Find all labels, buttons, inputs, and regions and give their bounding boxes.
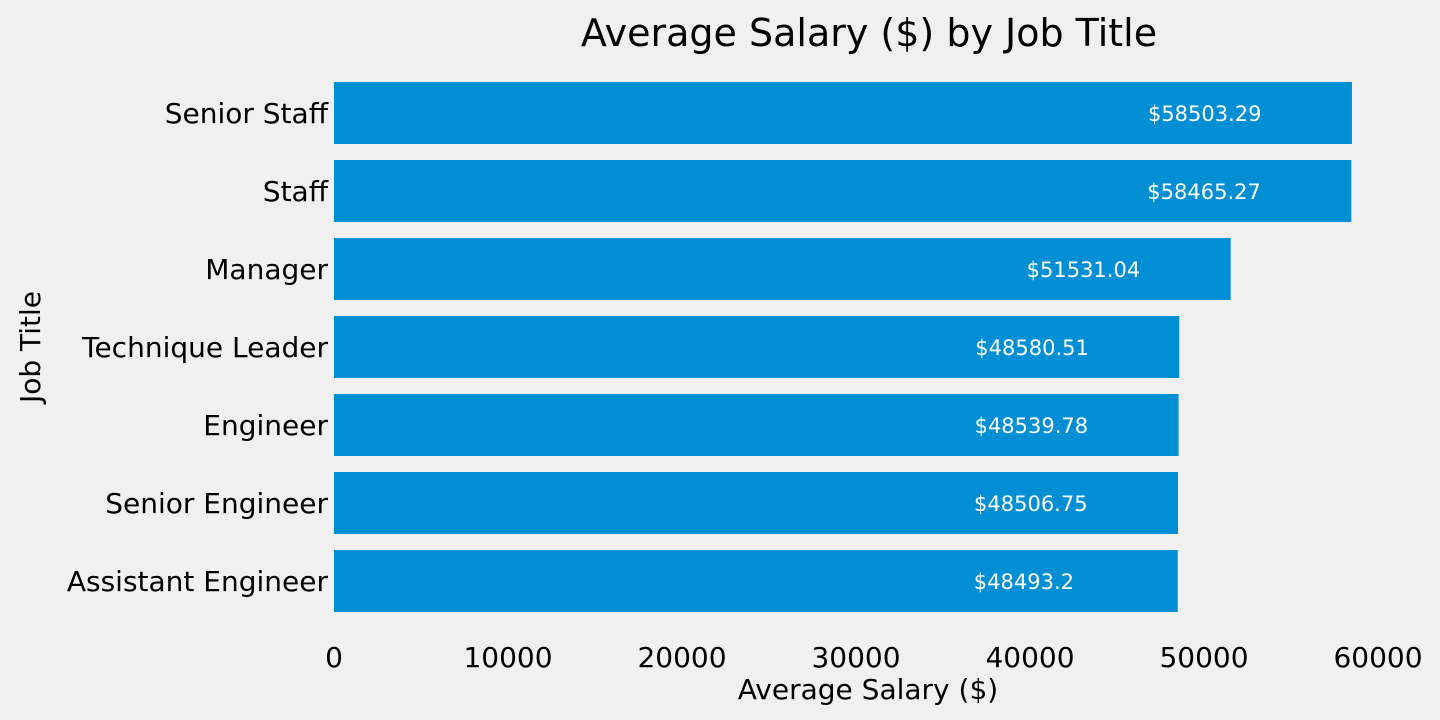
- bar-value-label: $48493.2: [974, 570, 1074, 594]
- bar: [334, 238, 1231, 300]
- y-tick-label: Staff: [263, 175, 329, 208]
- x-tick-label: 0: [325, 641, 343, 674]
- x-tick-label: 10000: [463, 641, 552, 674]
- bar-value-label: $48506.75: [974, 492, 1088, 516]
- bars-group: $58503.29 $58465.27 $51531.04 $48580.51 $485…: [334, 82, 1352, 612]
- x-axis-title: Average Salary ($): [738, 673, 998, 706]
- x-tick-label: 30000: [811, 641, 900, 674]
- y-tick-label: Manager: [205, 253, 328, 286]
- bar: [334, 160, 1352, 222]
- y-tick-label: Senior Engineer: [105, 487, 328, 520]
- bar: [334, 316, 1180, 378]
- bar: [334, 394, 1179, 456]
- y-tick-labels: Senior Staff Staff Manager Technique Leader…: [67, 97, 329, 598]
- x-tick-label: 20000: [637, 641, 726, 674]
- bar: [334, 82, 1352, 144]
- bar: [334, 550, 1178, 612]
- y-axis-title: Job Title: [14, 291, 47, 405]
- y-tick-label: Engineer: [203, 409, 328, 442]
- bar: [334, 472, 1179, 534]
- x-tick-label: 60000: [1333, 641, 1422, 674]
- y-tick-label: Assistant Engineer: [67, 565, 329, 598]
- x-tick-labels: 0 10000 20000 30000 40000 50000 60000: [325, 641, 1422, 674]
- x-tick-label: 40000: [985, 641, 1074, 674]
- bar-value-label: $48580.51: [975, 336, 1089, 360]
- y-tick-label: Senior Staff: [165, 97, 329, 130]
- x-tick-label: 50000: [1159, 641, 1248, 674]
- bar-value-label: $58503.29: [1148, 102, 1262, 126]
- y-tick-label: Technique Leader: [81, 331, 328, 364]
- bar-value-label: $58465.27: [1147, 180, 1261, 204]
- bar-value-label: $48539.78: [975, 414, 1089, 438]
- chart-title: Average Salary ($) by Job Title: [581, 11, 1157, 55]
- bar-value-label: $51531.04: [1027, 258, 1141, 282]
